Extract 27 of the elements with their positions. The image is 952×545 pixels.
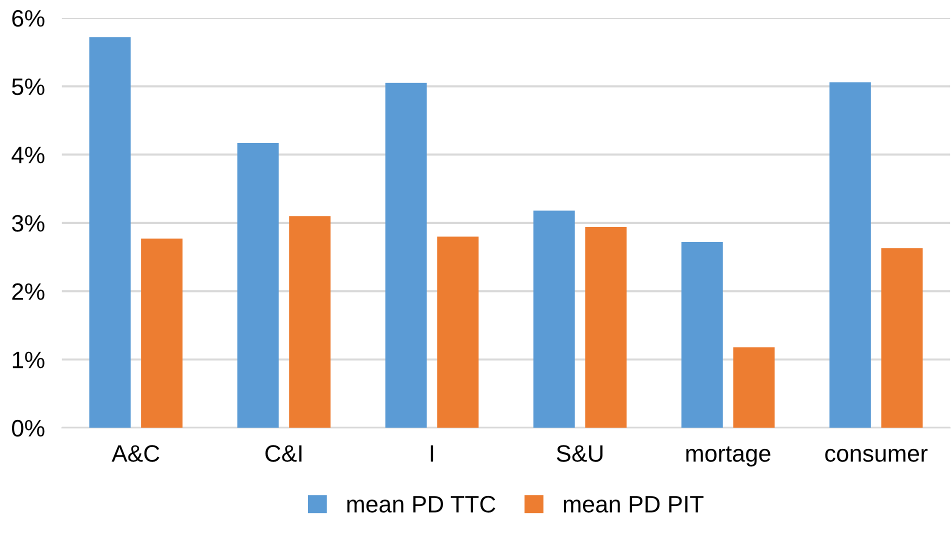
bar <box>533 210 575 428</box>
y-tick-label: 6% <box>12 10 44 27</box>
y-tick-label: 5% <box>12 78 44 96</box>
x-tick-label: I <box>430 445 434 462</box>
bar <box>89 37 131 428</box>
bar <box>881 248 923 428</box>
x-tick-label: S&U <box>556 445 602 462</box>
x-tick-label: C&I <box>265 445 302 462</box>
bar <box>733 347 775 428</box>
bar <box>585 227 627 428</box>
bar <box>141 238 183 428</box>
legend-label: mean PD PIT <box>564 496 704 513</box>
bar <box>437 236 479 428</box>
bar <box>829 82 871 428</box>
bar <box>681 242 723 428</box>
x-tick-label: mortage <box>686 446 770 466</box>
x-tick-label: consumer <box>825 448 928 462</box>
bar <box>289 216 331 428</box>
y-tick-label: 3% <box>12 214 44 232</box>
y-tick-label: 4% <box>12 146 44 164</box>
bar <box>385 82 427 428</box>
x-tick-label: A&C <box>112 445 160 462</box>
y-tick-label: 0% <box>12 420 44 437</box>
legend-label: mean PD TTC <box>347 496 496 513</box>
y-tick-label: 1% <box>12 352 44 368</box>
y-tick-label: 2% <box>12 283 44 300</box>
bar <box>237 142 279 428</box>
